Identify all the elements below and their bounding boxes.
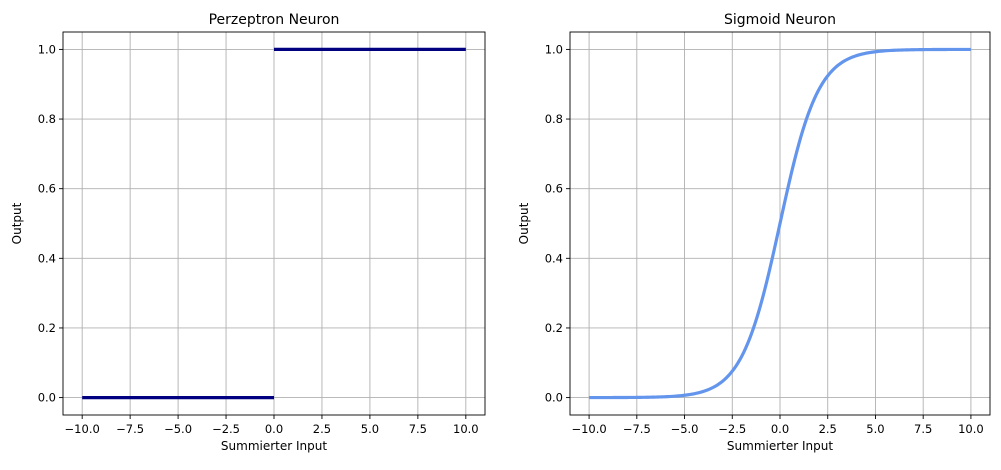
x-tick-label: 2.5 xyxy=(313,422,331,436)
x-tick-label: 0.0 xyxy=(265,422,283,436)
x-tick-label: 7.5 xyxy=(409,422,427,436)
y-tick-label: 0.8 xyxy=(545,112,563,126)
x-tick-label: 10.0 xyxy=(453,422,479,436)
y-tick-label: 0.2 xyxy=(38,321,56,335)
y-tick-label: 0.8 xyxy=(38,112,56,126)
x-tick-label: 7.5 xyxy=(914,422,932,436)
y-tick-label: 0.2 xyxy=(545,321,563,335)
x-tick-label: −2.5 xyxy=(718,422,746,436)
grid-lines xyxy=(63,32,485,415)
y-tick-label: 0.0 xyxy=(545,391,563,405)
x-tick-label: −2.5 xyxy=(212,422,240,436)
y-axis-label: Output xyxy=(10,202,24,244)
x-axis-label: Summierter Input xyxy=(727,439,833,453)
y-tick-label: 1.0 xyxy=(545,42,563,56)
y-tick-label: 0.4 xyxy=(38,251,56,265)
x-tick-label: 5.0 xyxy=(866,422,884,436)
chart-title: Sigmoid Neuron xyxy=(724,12,836,28)
x-tick-label: −10.0 xyxy=(571,422,606,436)
y-axis-label: Output xyxy=(517,202,531,244)
chart-panel-2: −10.0 −7.5 −5.0 −2.5 0.0 2.5 5.0 7.5 10.0 0.0 0.2 0… xyxy=(517,12,991,453)
y-tick-label: 0.6 xyxy=(545,182,563,196)
x-tick-label: −5.0 xyxy=(164,422,192,436)
chart-panel-1: −10.0 −7.5 −5.0 −2.5 0.0 2.5 5.0 7.5 10.0 0.0 0.2 0… xyxy=(10,12,486,453)
chart-title: Perzeptron Neuron xyxy=(209,12,340,28)
x-tick-label: −5.0 xyxy=(671,422,699,436)
sigmoid-curve xyxy=(589,47,971,400)
x-tick-label: 2.5 xyxy=(819,422,837,436)
x-tick-label: −10.0 xyxy=(65,422,100,436)
y-tick-label: 0.6 xyxy=(38,182,56,196)
x-tick-label: 0.0 xyxy=(771,422,789,436)
x-tick-label: 5.0 xyxy=(361,422,379,436)
x-tick-label: 10.0 xyxy=(958,422,984,436)
x-tick-label: −7.5 xyxy=(623,422,651,436)
x-tick-label: −7.5 xyxy=(116,422,144,436)
y-tick-label: 1.0 xyxy=(38,42,56,56)
y-tick-label: 0.0 xyxy=(38,391,56,405)
x-axis-label: Summierter Input xyxy=(221,439,327,453)
y-tick-label: 0.4 xyxy=(545,251,563,265)
